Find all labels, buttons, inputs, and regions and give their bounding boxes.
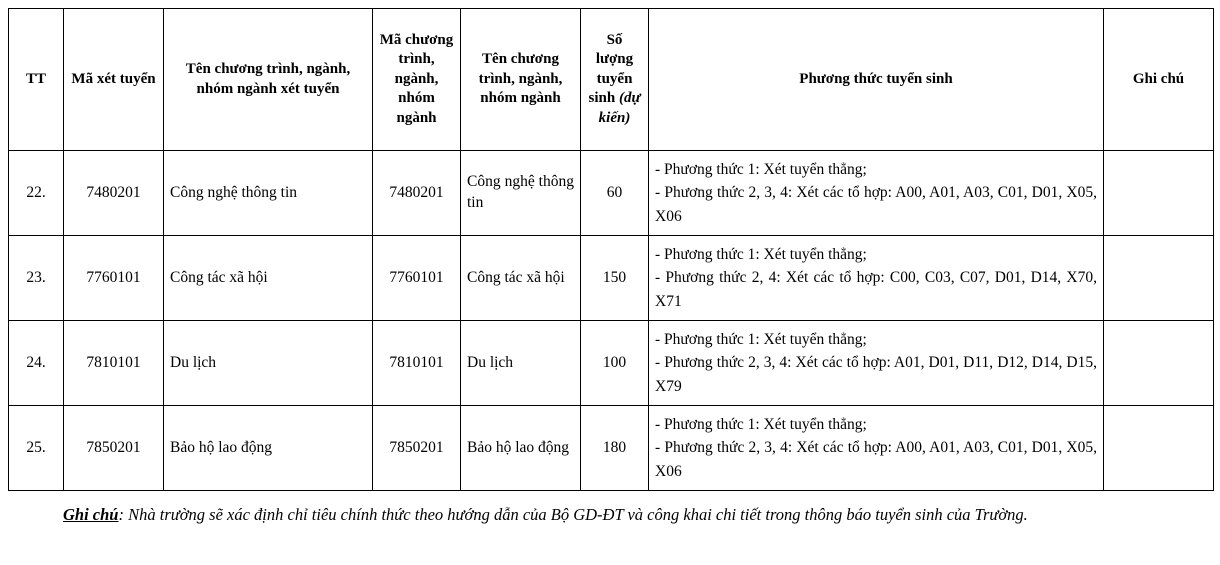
table-row: 24. 7810101 Du lịch 7810101 Du lịch 100 … <box>8 320 1214 406</box>
cell-so-luong: 150 <box>580 235 649 321</box>
cell-ma-xet-tuyen: 7760101 <box>63 235 164 321</box>
header-ghi-chu: Ghi chú <box>1103 8 1214 151</box>
table-row: 23. 7760101 Công tác xã hội 7760101 Công… <box>8 235 1214 321</box>
cell-ghi-chu <box>1103 150 1214 236</box>
cell-ma-ct: 7810101 <box>372 320 461 406</box>
method-line-1: - Phương thức 1: Xét tuyển thẳng; <box>655 161 867 179</box>
header-row: TT Mã xét tuyển Tên chương trình, ngành,… <box>8 8 1214 151</box>
method-line-2: - Phương thức 2, 4: Xét các tổ hợp: C00,… <box>655 269 1097 310</box>
cell-ten-xet-tuyen: Công nghệ thông tin <box>163 150 373 236</box>
method-line-1: - Phương thức 1: Xét tuyển thẳng; <box>655 246 867 264</box>
header-ten-ct: Tên chương trình, ngành, nhóm ngành <box>460 8 581 151</box>
cell-tt: 24. <box>8 320 64 406</box>
method-line-1: - Phương thức 1: Xét tuyển thẳng; <box>655 331 867 349</box>
cell-ma-ct: 7760101 <box>372 235 461 321</box>
header-ma-ct: Mã chương trình, ngành, nhóm ngành <box>372 8 461 151</box>
cell-ten-ct: Công nghệ thông tin <box>460 150 581 236</box>
header-ten-ct-xet-tuyen: Tên chương trình, ngành, nhóm ngành xét … <box>163 8 373 151</box>
cell-ma-xet-tuyen: 7850201 <box>63 405 164 491</box>
table-row: 22. 7480201 Công nghệ thông tin 7480201 … <box>8 150 1214 236</box>
cell-ma-xet-tuyen: 7480201 <box>63 150 164 236</box>
header-so-luong-main: Số lượng tuyển sinh <box>588 31 634 107</box>
cell-tt: 22. <box>8 150 64 236</box>
admission-table: TT Mã xét tuyển Tên chương trình, ngành,… <box>8 8 1214 491</box>
header-so-luong-note: (dự kiến) <box>598 90 641 126</box>
cell-so-luong: 60 <box>580 150 649 236</box>
cell-ten-xet-tuyen: Bảo hộ lao động <box>163 405 373 491</box>
cell-so-luong: 180 <box>580 405 649 491</box>
footnote-label: Ghi chú <box>63 505 119 524</box>
cell-ghi-chu <box>1103 320 1214 406</box>
header-ma-xet-tuyen: Mã xét tuyển <box>63 8 164 151</box>
cell-tt: 25. <box>8 405 64 491</box>
method-line-2: - Phương thức 2, 3, 4: Xét các tổ hợp: A… <box>655 354 1097 395</box>
cell-ten-ct: Công tác xã hội <box>460 235 581 321</box>
cell-ten-ct: Bảo hộ lao động <box>460 405 581 491</box>
cell-ten-xet-tuyen: Du lịch <box>163 320 373 406</box>
cell-ghi-chu <box>1103 235 1214 321</box>
cell-ma-xet-tuyen: 7810101 <box>63 320 164 406</box>
header-phuong-thuc: Phương thức tuyển sinh <box>648 8 1104 151</box>
header-so-luong: Số lượng tuyển sinh (dự kiến) <box>580 8 649 151</box>
method-line-2: - Phương thức 2, 3, 4: Xét các tổ hợp: A… <box>655 184 1097 225</box>
cell-phuong-thuc: - Phương thức 1: Xét tuyển thẳng; - Phươ… <box>648 150 1104 236</box>
cell-ma-ct: 7850201 <box>372 405 461 491</box>
cell-phuong-thuc: - Phương thức 1: Xét tuyển thẳng; - Phươ… <box>648 235 1104 321</box>
footnote-text: : Nhà trường sẽ xác định chỉ tiêu chính … <box>118 505 1028 524</box>
cell-ten-ct: Du lịch <box>460 320 581 406</box>
cell-phuong-thuc: - Phương thức 1: Xét tuyển thẳng; - Phươ… <box>648 320 1104 406</box>
method-line-1: - Phương thức 1: Xét tuyển thẳng; <box>655 416 867 434</box>
table-row: 25. 7850201 Bảo hộ lao động 7850201 Bảo … <box>8 405 1214 491</box>
header-tt: TT <box>8 8 64 151</box>
method-line-2: - Phương thức 2, 3, 4: Xét các tổ hợp: A… <box>655 439 1097 480</box>
cell-ma-ct: 7480201 <box>372 150 461 236</box>
cell-so-luong: 100 <box>580 320 649 406</box>
cell-ten-xet-tuyen: Công tác xã hội <box>163 235 373 321</box>
cell-tt: 23. <box>8 235 64 321</box>
cell-ghi-chu <box>1103 405 1214 491</box>
footnote: Ghi chú: Nhà trường sẽ xác định chỉ tiêu… <box>63 503 1203 527</box>
cell-phuong-thuc: - Phương thức 1: Xét tuyển thẳng; - Phươ… <box>648 405 1104 491</box>
